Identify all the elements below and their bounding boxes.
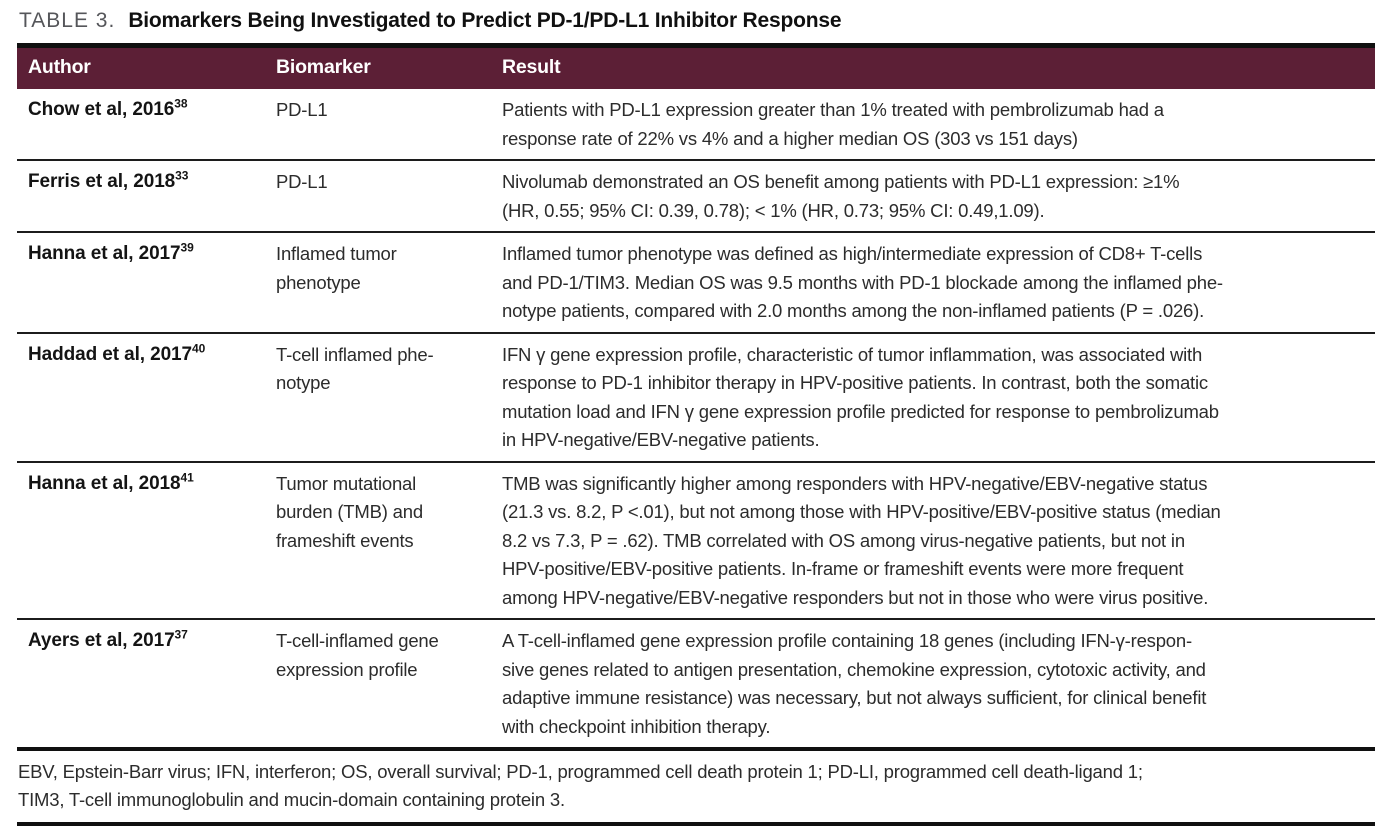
author-cell: Ferris et al, 201833 <box>17 160 276 233</box>
result-cell: TMB was significantly higher among respo… <box>502 461 1375 620</box>
table-row: Hanna et al, 201841 Tumor mutational bur… <box>17 461 1375 620</box>
table-row: Hanna et al, 201739 Inflamed tumor pheno… <box>17 232 1375 334</box>
biomarkers-table: Author Biomarker Result Chow et al, 2016… <box>17 43 1375 751</box>
table-number-label: TABLE 3. <box>19 9 116 32</box>
table-title: TABLE 3. Biomarkers Being Investigated to… <box>17 5 1375 43</box>
biomarker-cell: PD-L1 <box>276 160 502 233</box>
table-row: Chow et al, 201638 PD-L1 Patients with P… <box>17 89 1375 161</box>
table-row: Ayers et al, 201737 T-cell-inflamed gene… <box>17 619 1375 751</box>
author-cell: Hanna et al, 201841 <box>17 461 276 620</box>
citation-ref: 38 <box>174 96 188 111</box>
header-row: Author Biomarker Result <box>17 45 1375 89</box>
result-cell: Inflamed tumor phenotype was defined as … <box>502 232 1375 334</box>
citation-ref: 39 <box>180 240 194 255</box>
result-cell: IFN γ gene expression profile, character… <box>502 332 1375 463</box>
citation-ref: 41 <box>180 470 194 485</box>
table-footnote: EBV, Epstein-Barr virus; IFN, interferon… <box>17 751 1375 826</box>
paper-table-page: TABLE 3. Biomarkers Being Investigated to… <box>17 5 1375 826</box>
author-name: Ayers et al, 2017 <box>28 630 175 651</box>
result-cell: Nivolumab demonstrated an OS benefit amo… <box>502 160 1375 233</box>
column-header-biomarker: Biomarker <box>276 45 502 89</box>
result-cell: A T-cell-inflamed gene expression profil… <box>502 619 1375 751</box>
column-header-author: Author <box>17 45 276 89</box>
citation-ref: 37 <box>174 627 188 642</box>
table-row: Haddad et al, 201740 T-cell inflamed phe… <box>17 332 1375 463</box>
biomarker-cell: Tumor mutational burden (TMB) and frames… <box>276 461 502 620</box>
column-header-result: Result <box>502 45 1375 89</box>
table-heading: Biomarkers Being Investigated to Predict… <box>128 9 842 32</box>
author-cell: Ayers et al, 201737 <box>17 619 276 751</box>
biomarker-cell: Inflamed tumor phenotype <box>276 232 502 334</box>
author-name: Hanna et al, 2018 <box>28 472 181 494</box>
author-cell: Hanna et al, 201739 <box>17 232 276 334</box>
biomarker-cell: PD-L1 <box>276 89 502 161</box>
biomarker-cell: T-cell inflamed phe- notype <box>276 332 502 463</box>
author-name: Chow et al, 2016 <box>28 99 175 120</box>
author-name: Ferris et al, 2018 <box>28 171 176 192</box>
author-cell: Chow et al, 201638 <box>17 89 276 161</box>
biomarker-cell: T-cell-inflamed gene expression profile <box>276 619 502 751</box>
table-row: Ferris et al, 201833 PD-L1 Nivolumab dem… <box>17 160 1375 233</box>
citation-ref: 33 <box>175 168 189 183</box>
author-name: Hanna et al, 2017 <box>28 243 181 264</box>
author-name: Haddad et al, 2017 <box>28 343 192 365</box>
citation-ref: 40 <box>192 341 206 356</box>
result-cell: Patients with PD-L1 expression greater t… <box>502 89 1375 161</box>
author-cell: Haddad et al, 201740 <box>17 332 276 463</box>
